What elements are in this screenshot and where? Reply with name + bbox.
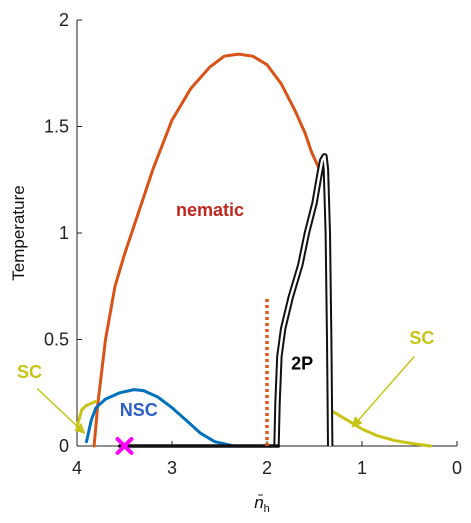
- series-layer: [75, 52, 432, 448]
- y-axis-label: Temperature: [9, 185, 28, 280]
- y-ticks: 0 0.5 1 1.5 2: [44, 10, 82, 456]
- series-two-phase-boundary-outer: [273, 153, 334, 447]
- annotation-layer: nematic NSC 2P SC SC: [17, 200, 434, 420]
- x-tick-label: 0: [452, 458, 462, 478]
- x-tick-label: 1: [357, 458, 367, 478]
- x-tick-label: 4: [72, 458, 82, 478]
- label-nsc: NSC: [120, 400, 158, 420]
- x-tick-label: 2: [262, 458, 272, 478]
- x-axis-label-main: n̄: [254, 493, 263, 512]
- series-nsc: [85, 388, 236, 448]
- y-tick-label: 1.5: [44, 117, 69, 137]
- series-two-phase-boundary-inner: [275, 155, 332, 447]
- series-sc-right: [332, 410, 432, 448]
- x-axis-label-subscript: h: [264, 503, 270, 515]
- x-axis-label: n̄h: [254, 493, 270, 515]
- label-nematic: nematic: [176, 200, 244, 220]
- series-nematic: [92, 52, 321, 448]
- arrow-layer: [36, 356, 415, 434]
- arrow-sc-left: [36, 387, 86, 434]
- y-tick-label: 1: [59, 223, 69, 243]
- label-2p: 2P: [291, 353, 313, 373]
- y-tick-label: 0.5: [44, 330, 69, 350]
- x-marker: [115, 437, 134, 455]
- y-tick-label: 2: [59, 10, 69, 30]
- x-marker-stroke-b: [115, 437, 134, 455]
- y-tick-label: 0: [59, 436, 69, 456]
- series-sc-left: [75, 399, 98, 429]
- axes: 4 3 2 1 0 0 0.5 1 1.5 2: [44, 10, 462, 478]
- label-sc-left: SC: [17, 362, 42, 382]
- x-tick-label: 3: [167, 458, 177, 478]
- marker-layer: [115, 437, 134, 455]
- label-sc-right: SC: [409, 328, 434, 348]
- arrow-sc-right: [351, 356, 415, 428]
